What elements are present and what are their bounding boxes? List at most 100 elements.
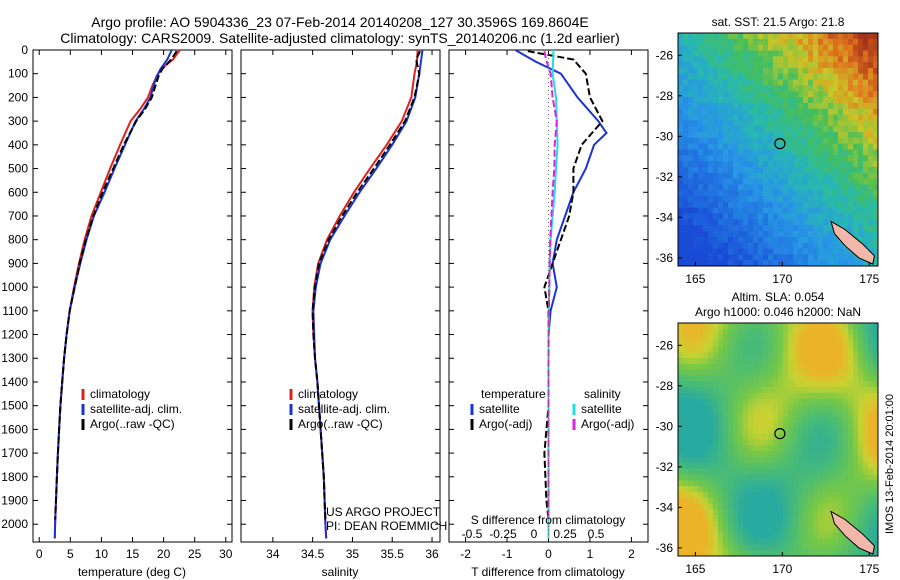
map-cell (698, 427, 704, 435)
map-cell (718, 369, 724, 376)
map-cell (823, 196, 829, 203)
map-cell (853, 387, 859, 394)
map-cell (868, 102, 874, 110)
map-cell (808, 143, 814, 150)
map-cell (763, 242, 769, 249)
map-cell (808, 398, 814, 405)
map-cell (743, 392, 749, 400)
map-cell (753, 427, 759, 435)
map-cell (868, 352, 874, 359)
map-cell (748, 120, 754, 127)
map-cell (788, 328, 794, 336)
map-cell (698, 521, 704, 528)
map-cell (728, 120, 734, 127)
map-cell (808, 231, 814, 238)
map-cell (843, 172, 849, 180)
map-cell (738, 50, 744, 57)
map-cell (738, 155, 744, 162)
map-cell (848, 445, 854, 452)
map-cell (843, 137, 849, 145)
map-cell (728, 381, 734, 388)
map-cell (873, 97, 879, 104)
map-cell (693, 323, 699, 330)
map-cell (863, 190, 869, 197)
map-cell (818, 468, 824, 475)
map-cell (873, 433, 879, 440)
map-cell (853, 137, 859, 145)
map-cell (803, 143, 809, 150)
map-cell (763, 102, 769, 110)
top-tick-label: -0.25 (489, 527, 517, 541)
map-cell (733, 532, 739, 539)
map-cell (683, 33, 689, 40)
map-cell (703, 97, 709, 104)
map-cell (813, 91, 819, 98)
map-cell (708, 79, 714, 86)
map-cell (793, 33, 799, 40)
map-cell (723, 497, 729, 504)
map-cell (708, 201, 714, 209)
map-cell (693, 102, 699, 110)
map-cell (693, 410, 699, 417)
map-cell (788, 375, 794, 382)
map-cell (698, 213, 704, 220)
map-cell (728, 155, 734, 162)
map-cell (768, 375, 774, 382)
map-cell (833, 207, 839, 214)
map-cell (718, 538, 724, 545)
map-cell (858, 50, 864, 57)
map-cell (688, 456, 694, 464)
map-cell (683, 340, 689, 347)
map-cell (763, 410, 769, 417)
map-cell (678, 352, 684, 359)
map-cell (783, 79, 789, 86)
map-cell (848, 474, 854, 481)
map-cell (713, 225, 719, 232)
map-cell (833, 184, 839, 191)
map-cell (693, 73, 699, 81)
map-cell (783, 521, 789, 528)
map-cell (868, 340, 874, 347)
map-cell (698, 387, 704, 394)
legend-entry: satellite-adj. clim. (298, 402, 390, 416)
map-cell (678, 236, 684, 244)
map-cell (798, 85, 804, 92)
map-cell (703, 468, 709, 475)
map-cell (823, 515, 829, 522)
map-cell (828, 462, 834, 470)
map-cell (843, 79, 849, 86)
map-cell (843, 184, 849, 191)
map-cell (833, 44, 839, 51)
map-cell (828, 225, 834, 232)
map-cell (848, 334, 854, 341)
map-cell (763, 213, 769, 220)
map-cell (678, 260, 684, 267)
map-cell (678, 132, 684, 139)
map-cell (828, 50, 834, 57)
map-y-tick-label: -30 (656, 129, 674, 143)
map-cell (828, 126, 834, 133)
map-cell (733, 456, 739, 464)
map-cell (808, 33, 814, 40)
map-cell (788, 56, 794, 63)
map-cell (778, 207, 784, 214)
map-cell (853, 550, 859, 557)
map-cell (813, 427, 819, 435)
map-cell (728, 236, 734, 244)
map-cell (853, 544, 859, 551)
map-cell (683, 550, 689, 557)
map-cell (778, 161, 784, 168)
map-cell (843, 422, 849, 429)
map-cell (713, 422, 719, 429)
map-cell (738, 427, 744, 435)
map-cell (738, 201, 744, 209)
map-cell (688, 357, 694, 365)
map-cell (753, 166, 759, 174)
map-cell (768, 392, 774, 400)
map-cell (803, 340, 809, 347)
map-cell (778, 497, 784, 504)
map-cell (748, 509, 754, 516)
map-cell (813, 521, 819, 528)
map-cell (853, 410, 859, 417)
map-cell (713, 375, 719, 382)
